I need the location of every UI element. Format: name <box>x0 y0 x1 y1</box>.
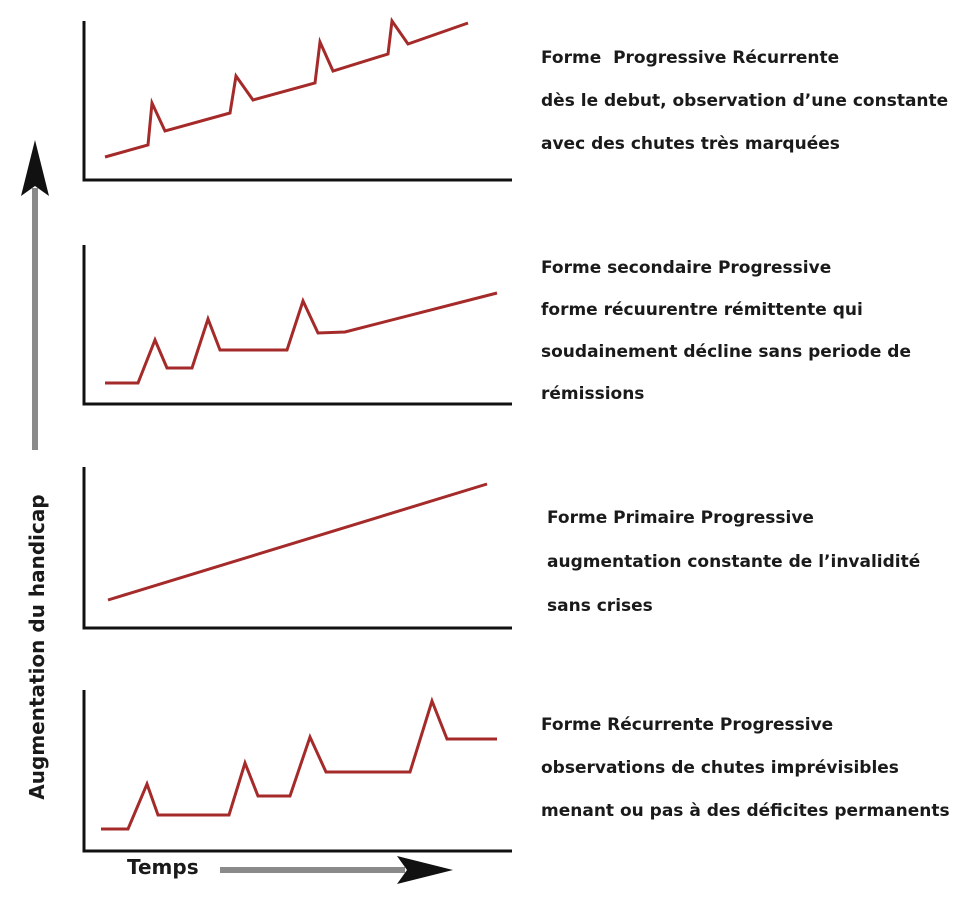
y-axis-label: Augmentation du handicap <box>25 494 49 800</box>
panel-2-description: Forme secondaire Progressive forme récuu… <box>541 247 911 415</box>
panel-3-axes <box>82 467 512 630</box>
panel-3-curve <box>107 482 488 602</box>
panel-3-description: Forme Primaire Progressive augmentation … <box>547 496 920 628</box>
panel-4-title: Forme Récurrente Progressive <box>541 715 834 735</box>
panel-4-chart <box>82 690 512 853</box>
panel-1-line-1: dès le debut, observation d’une constant… <box>541 91 949 111</box>
panel-2-axes <box>82 245 512 406</box>
panel-3-line-2: sans crises <box>547 596 653 616</box>
panel-2-line-3: rémissions <box>541 384 645 404</box>
panel-4-description: Forme Récurrente Progressive observation… <box>541 704 950 833</box>
panel-4-curve <box>101 696 497 831</box>
panel-4-axes <box>82 690 512 853</box>
panel-4-line-1: observations de chutes imprévisibles <box>541 758 899 778</box>
panel-2-title: Forme secondaire Progressive <box>541 258 832 278</box>
panel-2-curve <box>105 291 498 385</box>
panel-2-chart <box>82 245 512 406</box>
panel-1-axes <box>82 21 512 182</box>
panel-3-line-1: augmentation constante de l’invalidité <box>547 552 921 572</box>
panel-1-chart <box>82 16 512 182</box>
x-axis-label: Temps <box>127 855 199 879</box>
panel-2-line-2: soudainement décline sans periode de <box>541 342 912 362</box>
panel-1-line-2: avec des chutes très marquées <box>541 134 840 154</box>
panel-1-description: Forme Progressive Récurrente dès le debu… <box>541 37 948 166</box>
panel-1-title: Forme Progressive Récurrente <box>541 48 840 68</box>
panel-3-chart <box>82 467 512 630</box>
panel-1-curve <box>104 16 469 159</box>
panel-3-title: Forme Primaire Progressive <box>547 508 814 528</box>
panel-2-line-1: forme récuurentre rémittente qui <box>541 300 863 320</box>
y-arrow-head <box>21 140 49 196</box>
x-arrow-head <box>397 856 453 884</box>
panel-4-line-2: menant ou pas à des déficites permanents <box>541 801 950 821</box>
